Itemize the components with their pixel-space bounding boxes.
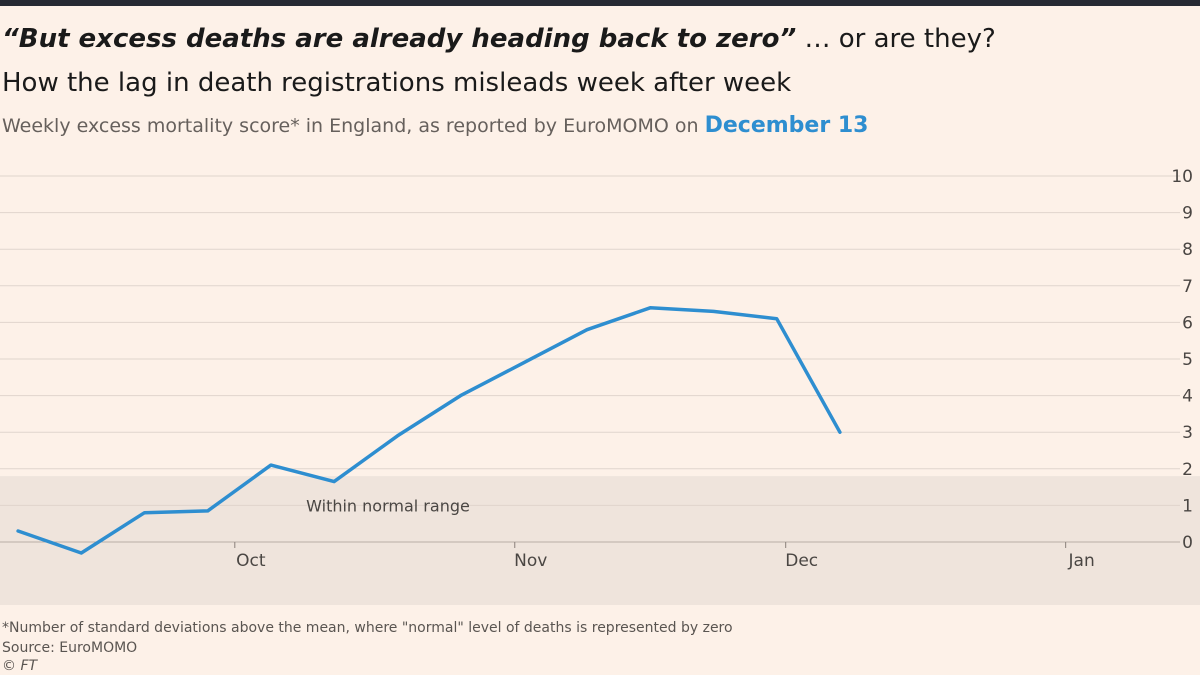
- normal-range-label: Within normal range: [306, 496, 470, 515]
- y-tick-label: 0: [1182, 533, 1193, 553]
- x-tick-label: Oct: [236, 551, 266, 571]
- chart-description: Weekly excess mortality score* in Englan…: [2, 113, 868, 139]
- y-tick-label: 9: [1182, 204, 1193, 224]
- x-tick-label: Dec: [785, 551, 818, 571]
- headline-quote: “But excess deaths are already heading b…: [2, 24, 797, 54]
- y-tick-label: 10: [1171, 167, 1193, 187]
- top-rule: [0, 0, 1200, 6]
- y-tick-label: 1: [1182, 496, 1193, 516]
- copyright: © FT: [2, 658, 38, 674]
- footnote: *Number of standard deviations above the…: [2, 620, 733, 636]
- series-line-0: [16, 306, 842, 555]
- headline: “But excess deaths are already heading b…: [2, 22, 996, 56]
- y-tick-label: 7: [1182, 277, 1193, 297]
- y-tick-label: 4: [1182, 387, 1193, 407]
- y-tick-label: 3: [1182, 423, 1193, 443]
- headline-suffix: … or are they?: [796, 24, 996, 54]
- normal-range-band: [0, 476, 1200, 605]
- y-tick-label: 8: [1182, 240, 1193, 260]
- excess-mortality-chart: 0 1 2 3 4 5 6 7 8 9 10 Oct Nov Dec Jan Within normal ra…: [0, 167, 1200, 605]
- chart-subtitle: How the lag in death registrations misle…: [2, 68, 792, 98]
- y-tick-label: 2: [1182, 460, 1193, 480]
- x-tick-label: Nov: [514, 551, 547, 571]
- y-tick-label: 5: [1182, 350, 1193, 370]
- report-date: December 13: [704, 113, 869, 138]
- x-tick-label: Jan: [1068, 551, 1095, 571]
- source-note: Source: EuroMOMO: [2, 640, 138, 656]
- description-text: Weekly excess mortality score* in Englan…: [2, 115, 705, 137]
- y-tick-label: 6: [1182, 313, 1193, 333]
